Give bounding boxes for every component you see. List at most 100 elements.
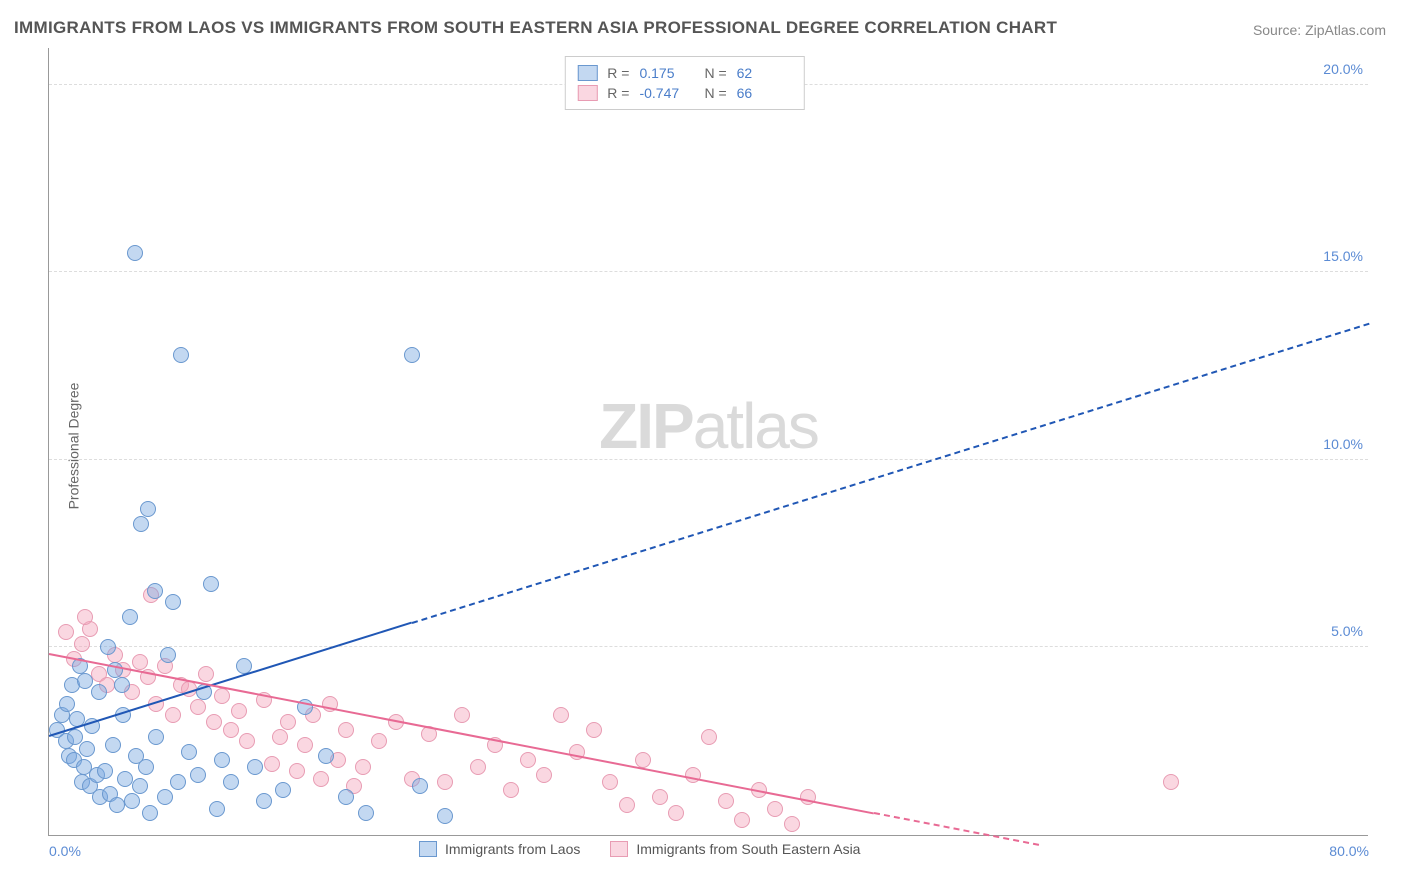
point-series-a [105,737,121,753]
point-series-a [138,759,154,775]
y-tick-label: 5.0% [1331,623,1363,639]
point-series-a [275,782,291,798]
point-series-a [109,797,125,813]
watermark-light: atlas [693,390,818,462]
watermark: ZIPatlas [599,389,818,463]
legend-row-b: R = -0.747 N = 66 [577,83,791,103]
r-value-a: 0.175 [639,65,694,81]
point-series-b [503,782,519,798]
point-series-a [124,793,140,809]
point-series-b [206,714,222,730]
point-series-b [165,707,181,723]
point-series-a [412,778,428,794]
legend-item-b: Immigrants from South Eastern Asia [610,841,860,857]
point-series-b [767,801,783,817]
y-tick-label: 10.0% [1323,436,1363,452]
point-series-a [140,501,156,517]
point-series-b [536,767,552,783]
series-a-label: Immigrants from Laos [445,841,580,857]
gridline [49,271,1368,272]
point-series-a [59,696,75,712]
series-b-label: Immigrants from South Eastern Asia [636,841,860,857]
point-series-a [79,741,95,757]
point-series-a [203,576,219,592]
trend-a-dashed [412,323,1370,624]
legend-item-a: Immigrants from Laos [419,841,580,857]
plot-area: ZIPatlas R = 0.175 N = 62 R = -0.747 N =… [48,48,1368,836]
point-series-a [437,808,453,824]
point-series-b [734,812,750,828]
point-series-a [160,647,176,663]
source-label: Source: ZipAtlas.com [1253,22,1386,38]
point-series-a [318,748,334,764]
point-series-b [470,759,486,775]
point-series-a [157,789,173,805]
point-series-a [214,752,230,768]
n-label: N = [704,85,726,101]
point-series-a [77,673,93,689]
point-series-b [784,816,800,832]
y-tick-label: 20.0% [1323,61,1363,77]
point-series-b [190,699,206,715]
swatch-series-b [610,841,628,857]
point-series-a [91,684,107,700]
point-series-a [358,805,374,821]
point-series-b [297,737,313,753]
point-series-a [100,639,116,655]
point-series-b [289,763,305,779]
point-series-b [1163,774,1179,790]
point-series-b [198,666,214,682]
point-series-b [58,624,74,640]
point-series-b [338,722,354,738]
swatch-series-b [577,85,597,101]
point-series-a [223,774,239,790]
point-series-a [114,677,130,693]
point-series-a [247,759,263,775]
n-label: N = [704,65,726,81]
watermark-bold: ZIP [599,390,693,462]
r-label: R = [607,65,629,81]
gridline [49,646,1368,647]
point-series-b [619,797,635,813]
point-series-a [132,778,148,794]
point-series-a [142,805,158,821]
point-series-b [239,733,255,749]
point-series-a [190,767,206,783]
point-series-b [214,688,230,704]
x-tick-label: 0.0% [49,843,81,859]
point-series-a [165,594,181,610]
legend-series: Immigrants from Laos Immigrants from Sou… [419,841,860,857]
point-series-b [264,756,280,772]
x-tick-label: 80.0% [1329,843,1369,859]
point-series-a [147,583,163,599]
point-series-b [355,759,371,775]
point-series-a [148,729,164,745]
point-series-a [209,801,225,817]
point-series-b [553,707,569,723]
r-label: R = [607,85,629,101]
n-value-b: 66 [737,85,792,101]
point-series-a [173,347,189,363]
point-series-b [652,789,668,805]
point-series-b [77,609,93,625]
point-series-a [117,771,133,787]
point-series-b [132,654,148,670]
point-series-b [718,793,734,809]
point-series-b [800,789,816,805]
swatch-series-a [577,65,597,81]
point-series-b [280,714,296,730]
y-tick-label: 15.0% [1323,248,1363,264]
point-series-b [520,752,536,768]
point-series-b [272,729,288,745]
point-series-b [74,636,90,652]
r-value-b: -0.747 [639,85,694,101]
point-series-a [133,516,149,532]
chart-title: IMMIGRANTS FROM LAOS VS IMMIGRANTS FROM … [14,18,1057,38]
point-series-b [586,722,602,738]
point-series-b [371,733,387,749]
point-series-a [404,347,420,363]
point-series-b [701,729,717,745]
point-series-b [602,774,618,790]
point-series-a [338,789,354,805]
point-series-b [223,722,239,738]
